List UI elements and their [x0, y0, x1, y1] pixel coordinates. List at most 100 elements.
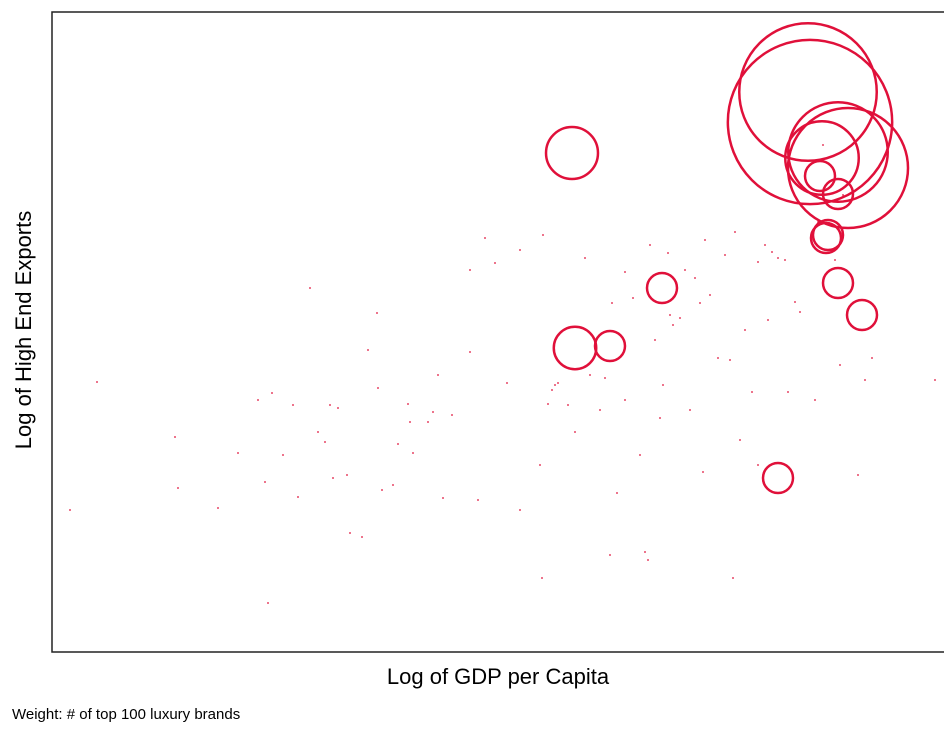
point: [539, 464, 541, 466]
point: [589, 374, 591, 376]
point: [349, 532, 351, 534]
point: [839, 364, 841, 366]
point: [484, 237, 486, 239]
bubble: [552, 325, 598, 371]
bubble: [803, 159, 837, 193]
point: [177, 487, 179, 489]
point: [337, 407, 339, 409]
point: [739, 439, 741, 441]
point: [469, 269, 471, 271]
point: [777, 257, 779, 259]
point: [794, 301, 796, 303]
point: [257, 399, 259, 401]
point: [704, 239, 706, 241]
bubble: [761, 461, 795, 495]
point: [567, 404, 569, 406]
point: [842, 194, 844, 196]
point: [709, 294, 711, 296]
point: [427, 421, 429, 423]
point: [659, 417, 661, 419]
point: [477, 499, 479, 501]
bubble: [726, 38, 894, 206]
point: [506, 382, 508, 384]
bubble: [645, 271, 679, 305]
point: [297, 496, 299, 498]
point: [432, 411, 434, 413]
point: [679, 317, 681, 319]
point: [724, 254, 726, 256]
bubble: [787, 101, 889, 203]
point: [381, 489, 383, 491]
point: [799, 311, 801, 313]
point: [574, 431, 576, 433]
point: [451, 414, 453, 416]
x-axis-label: Log of GDP per Capita: [387, 664, 610, 689]
point: [732, 577, 734, 579]
point: [442, 497, 444, 499]
point: [632, 297, 634, 299]
point: [554, 384, 556, 386]
point: [814, 399, 816, 401]
point: [271, 392, 273, 394]
point: [662, 384, 664, 386]
point: [767, 319, 769, 321]
point: [771, 251, 773, 253]
y-axis-label: Log of High End Exports: [11, 211, 36, 449]
point: [361, 536, 363, 538]
point: [376, 312, 378, 314]
point: [764, 244, 766, 246]
point: [787, 391, 789, 393]
point: [751, 391, 753, 393]
point: [437, 374, 439, 376]
point: [604, 377, 606, 379]
point: [69, 509, 71, 511]
point: [346, 474, 348, 476]
point: [672, 324, 674, 326]
point: [542, 234, 544, 236]
point: [644, 551, 646, 553]
point: [934, 379, 936, 381]
point: [647, 559, 649, 561]
point: [744, 329, 746, 331]
point: [654, 339, 656, 341]
point: [412, 452, 414, 454]
point: [551, 389, 553, 391]
point: [611, 302, 613, 304]
weight-note: Weight: # of top 100 luxury brands: [12, 706, 240, 723]
point: [519, 509, 521, 511]
bubble: [821, 177, 855, 211]
bubble: [811, 218, 845, 252]
point: [519, 249, 521, 251]
point: [667, 252, 669, 254]
point: [237, 452, 239, 454]
bubble: [786, 106, 910, 230]
point: [469, 351, 471, 353]
point: [639, 454, 641, 456]
point: [317, 431, 319, 433]
point: [729, 359, 731, 361]
point: [624, 399, 626, 401]
axis-frame: [51, 11, 944, 653]
point: [292, 404, 294, 406]
point: [616, 492, 618, 494]
point: [599, 409, 601, 411]
bubble: [593, 329, 627, 363]
point: [584, 257, 586, 259]
point: [309, 287, 311, 289]
point: [757, 464, 759, 466]
bubble: [544, 125, 600, 181]
point: [609, 554, 611, 556]
point: [757, 261, 759, 263]
point: [702, 471, 704, 473]
point: [264, 481, 266, 483]
point: [329, 404, 331, 406]
point: [834, 259, 836, 261]
bubble: [821, 266, 855, 300]
plot-frame: [51, 11, 944, 653]
point: [734, 231, 736, 233]
point: [624, 271, 626, 273]
point: [96, 381, 98, 383]
point: [332, 477, 334, 479]
point: [864, 379, 866, 381]
